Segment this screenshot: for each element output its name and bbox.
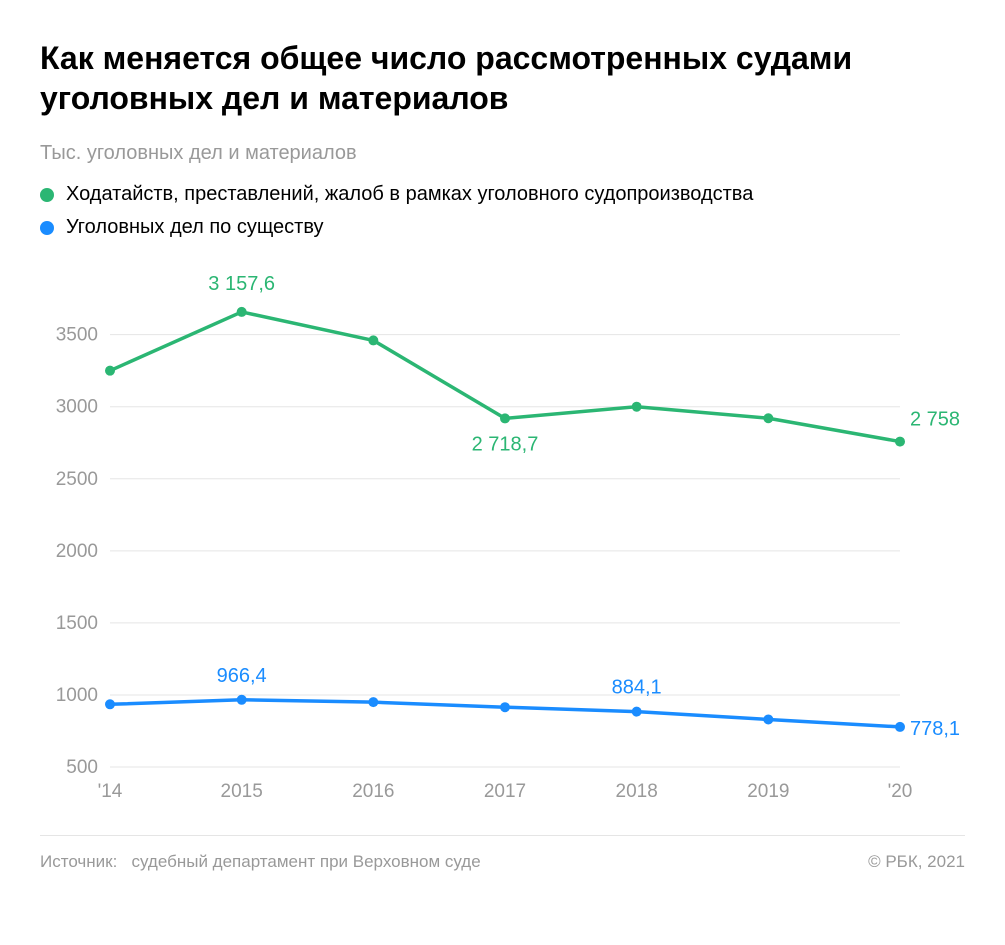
- svg-text:3 157,6: 3 157,6: [208, 273, 275, 295]
- svg-text:1500: 1500: [56, 613, 98, 634]
- svg-text:2016: 2016: [352, 781, 394, 802]
- chart-svg: 500 1000 1500 2000 2500 3000 3500 '14 2015 2016 20…: [40, 267, 965, 807]
- svg-text:2015: 2015: [221, 781, 263, 802]
- legend-item-merits: Уголовных дел по существу: [40, 216, 965, 239]
- svg-text:2500: 2500: [56, 469, 98, 490]
- svg-text:1000: 1000: [56, 685, 98, 706]
- svg-text:3000: 3000: [56, 397, 98, 418]
- svg-text:'20: '20: [888, 781, 913, 802]
- svg-text:2017: 2017: [484, 781, 526, 802]
- legend-dot-icon: [40, 221, 54, 235]
- source-prefix: Источник:: [40, 852, 117, 871]
- legend-dot-icon: [40, 188, 54, 202]
- svg-text:2 718,7: 2 718,7: [472, 433, 539, 455]
- svg-text:3500: 3500: [56, 325, 98, 346]
- chart-subtitle: Тыс. уголовных дел и материалов: [40, 142, 965, 165]
- source: Источник: судебный департамент при Верхо…: [40, 852, 481, 872]
- svg-text:500: 500: [66, 757, 98, 778]
- svg-text:2019: 2019: [747, 781, 789, 802]
- legend: Ходатайств, преставлений, жалоб в рамках…: [40, 183, 965, 239]
- svg-text:884,1: 884,1: [612, 677, 662, 699]
- svg-text:'14: '14: [98, 781, 123, 802]
- legend-label: Ходатайств, преставлений, жалоб в рамках…: [66, 183, 753, 206]
- svg-text:2018: 2018: [616, 781, 658, 802]
- copyright: © РБК, 2021: [868, 852, 965, 872]
- footer: Источник: судебный департамент при Верхо…: [40, 835, 965, 872]
- legend-label: Уголовных дел по существу: [66, 216, 324, 239]
- chart-title: Как меняется общее число рассмотренных с…: [40, 38, 965, 118]
- svg-text:2 758: 2 758: [910, 409, 960, 431]
- svg-text:778,1: 778,1: [910, 718, 960, 740]
- legend-item-petitions: Ходатайств, преставлений, жалоб в рамках…: [40, 183, 965, 206]
- svg-text:966,4: 966,4: [217, 665, 267, 687]
- source-text: судебный департамент при Верховном суде: [132, 852, 481, 871]
- svg-text:2000: 2000: [56, 541, 98, 562]
- line-chart: 500 1000 1500 2000 2500 3000 3500 '14 2015 2016 20…: [40, 267, 965, 807]
